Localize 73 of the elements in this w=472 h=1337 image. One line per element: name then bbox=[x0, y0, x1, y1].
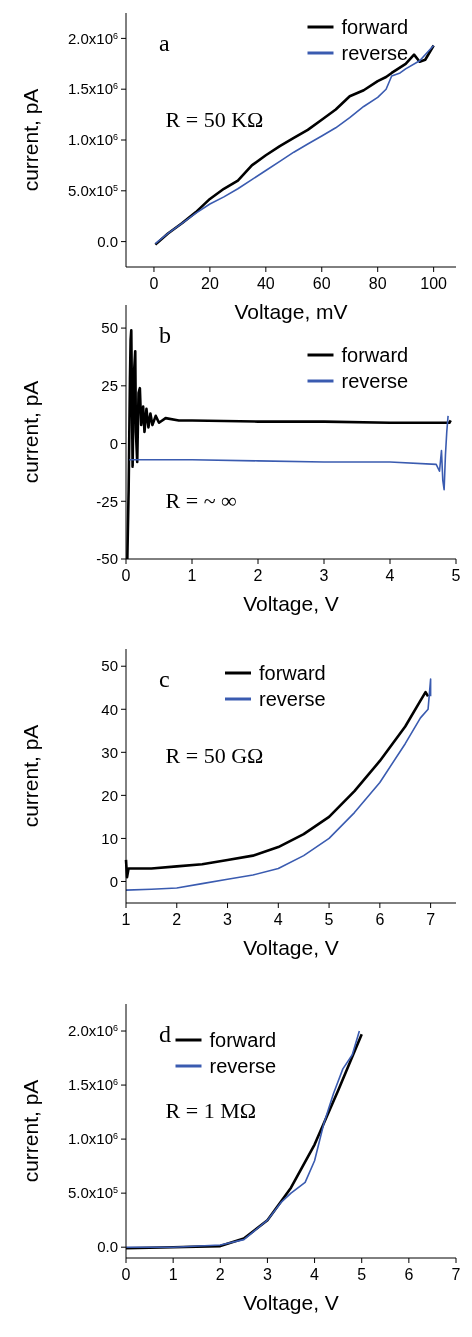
x-tick-label: 1 bbox=[121, 911, 131, 928]
legend-label: reverse bbox=[259, 688, 326, 710]
y-tick-label: 5.0x10$^{5}$ bbox=[67, 1184, 118, 1202]
y-tick-label: 50 bbox=[101, 657, 118, 675]
y-tick-label: 20 bbox=[101, 786, 118, 804]
x-tick-label: 1 bbox=[187, 567, 197, 584]
x-tick-label: 6 bbox=[404, 1266, 414, 1283]
legend-label: forward bbox=[209, 1029, 277, 1051]
annotation: R = 1 MΩ bbox=[165, 1098, 257, 1124]
y-tick-label: 10 bbox=[101, 829, 118, 847]
x-tick-label: 20 bbox=[201, 275, 219, 292]
annotation: R = 50 GΩ bbox=[165, 743, 264, 769]
annotation: R = ~ ∞ bbox=[165, 488, 237, 514]
x-tick-label: 3 bbox=[319, 567, 329, 584]
x-axis-title: Voltage, V bbox=[243, 936, 339, 959]
annotation: b bbox=[159, 322, 171, 348]
x-tick-label: 60 bbox=[312, 275, 331, 292]
x-tick-label: 1 bbox=[168, 1266, 178, 1283]
y-tick-label: 2.0x10$^{6}$ bbox=[67, 1022, 118, 1040]
y-axis-title: current, pA bbox=[19, 88, 42, 192]
y-tick-label: 1.5x10$^{6}$ bbox=[67, 80, 118, 98]
y-axis-title: current, pA bbox=[19, 380, 42, 484]
x-tick-label: 100 bbox=[420, 275, 448, 292]
line-series bbox=[128, 415, 449, 491]
x-tick-label: 0 bbox=[149, 275, 159, 292]
x-tick-label: 7 bbox=[426, 911, 436, 928]
x-tick-label: 5 bbox=[357, 1266, 367, 1283]
x-tick-label: 3 bbox=[223, 911, 233, 928]
x-tick-label: 3 bbox=[262, 1266, 272, 1283]
y-tick-label: -50 bbox=[96, 550, 118, 568]
x-tick-label: 4 bbox=[273, 911, 283, 928]
x-axis-title: Voltage, V bbox=[243, 592, 339, 615]
x-tick-label: 4 bbox=[310, 1266, 320, 1283]
y-axis-title: current, pA bbox=[19, 1079, 42, 1183]
x-tick-label: 80 bbox=[368, 275, 387, 292]
y-tick-label: 30 bbox=[101, 743, 118, 761]
annotation: d bbox=[159, 1021, 171, 1047]
y-tick-label: 1.0x10$^{6}$ bbox=[67, 1130, 118, 1148]
y-tick-label: 0.0 bbox=[97, 232, 118, 250]
y-tick-label: 2.0x10$^{6}$ bbox=[67, 29, 118, 47]
y-tick-label: 1.5x10$^{6}$ bbox=[67, 1076, 118, 1094]
y-tick-label: 0 bbox=[109, 872, 118, 890]
annotation: a bbox=[159, 30, 170, 56]
x-tick-label: 40 bbox=[256, 275, 275, 292]
x-tick-label: 2 bbox=[215, 1266, 225, 1283]
x-tick-label: 6 bbox=[375, 911, 385, 928]
x-tick-label: 4 bbox=[385, 567, 395, 584]
y-tick-label: 0.0 bbox=[97, 1238, 118, 1256]
y-tick-label: 40 bbox=[101, 700, 118, 718]
y-tick-label: 5.0x10$^{5}$ bbox=[67, 182, 118, 200]
y-tick-label: -25 bbox=[96, 492, 118, 510]
x-axis-title: Voltage, mV bbox=[234, 300, 348, 323]
x-tick-label: 2 bbox=[172, 911, 182, 928]
x-tick-label: 0 bbox=[121, 1266, 131, 1283]
legend-label: reverse bbox=[209, 1055, 277, 1077]
legend-label: forward bbox=[341, 344, 409, 366]
legend-label: reverse bbox=[341, 42, 409, 64]
y-tick-label: 50 bbox=[101, 319, 118, 337]
x-axis-title: Voltage, V bbox=[243, 1291, 339, 1314]
y-tick-label: 1.0x10$^{6}$ bbox=[67, 131, 118, 149]
x-tick-label: 5 bbox=[451, 567, 461, 584]
x-tick-label: 2 bbox=[253, 567, 263, 584]
legend-label: forward bbox=[259, 662, 326, 684]
annotation: R = 50 KΩ bbox=[165, 107, 264, 133]
legend-label: forward bbox=[341, 16, 409, 38]
x-tick-label: 7 bbox=[451, 1266, 461, 1283]
y-tick-label: 0 bbox=[109, 434, 118, 452]
legend-label: reverse bbox=[341, 370, 409, 392]
x-tick-label: 0 bbox=[121, 567, 131, 584]
x-tick-label: 5 bbox=[324, 911, 334, 928]
annotation: c bbox=[159, 666, 170, 692]
y-axis-title: current, pA bbox=[19, 724, 42, 828]
y-tick-label: 25 bbox=[101, 377, 118, 395]
